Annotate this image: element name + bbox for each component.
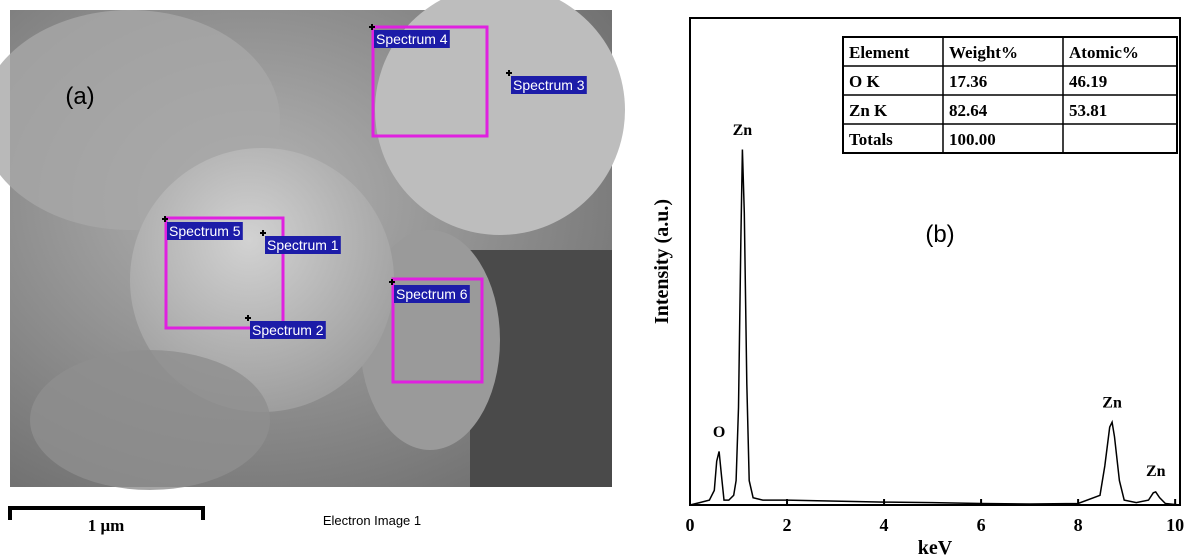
x-tick-label: 2: [783, 515, 792, 535]
spectrum-label: Spectrum 4: [376, 31, 448, 47]
table-header: Weight%: [949, 43, 1018, 62]
x-tick-label: 8: [1074, 515, 1083, 535]
spectrum-label: Spectrum 3: [513, 77, 585, 93]
spectrum-label: Spectrum 6: [396, 286, 468, 302]
spectrum-label: Spectrum 2: [252, 322, 324, 338]
scale-bar-label: 1 μm: [88, 516, 125, 535]
spectrum-chart: 0 2 4 6 8 10 keV Intensity (a.u.) (b) O Zn Zn Zn Elem…: [651, 18, 1184, 559]
table-cell: 46.19: [1069, 72, 1107, 91]
table-header: Atomic%: [1069, 43, 1139, 62]
x-tick-label: 6: [977, 515, 986, 535]
panel-label: (a): [65, 83, 94, 110]
y-axis-label: Intensity (a.u.): [651, 199, 673, 324]
x-tick-label: 4: [880, 515, 889, 535]
table-cell: Totals: [849, 130, 893, 149]
spectrum-label: Spectrum 5: [169, 223, 241, 239]
peak-label: Zn: [1102, 395, 1122, 412]
table-cell: O K: [849, 72, 880, 91]
x-tick-label: 10: [1166, 515, 1184, 535]
peak-label: O: [713, 424, 725, 441]
table-cell: 53.81: [1069, 101, 1107, 120]
spectrum-label: Spectrum 1: [267, 237, 339, 253]
element-table: Element Weight% Atomic% O K 17.36 46.19 Zn K 82…: [843, 37, 1177, 153]
spectrum-line: [690, 150, 1180, 506]
figure: Spectrum 4 Spectrum 3 Spectrum 5 Spectrum 1…: [0, 0, 1194, 559]
table-cell: 17.36: [949, 72, 987, 91]
table-cell: 82.64: [949, 101, 988, 120]
peak-label: Zn: [1146, 463, 1166, 480]
x-axis-label: keV: [918, 537, 953, 559]
table-header: Element: [849, 43, 910, 62]
panel-label: (b): [925, 221, 954, 248]
table-cell: 100.00: [949, 130, 996, 149]
table-cell: Zn K: [849, 101, 888, 120]
x-tick-label: 0: [686, 515, 695, 535]
image-caption: Electron Image 1: [323, 513, 421, 528]
peak-label: Zn: [733, 122, 753, 139]
